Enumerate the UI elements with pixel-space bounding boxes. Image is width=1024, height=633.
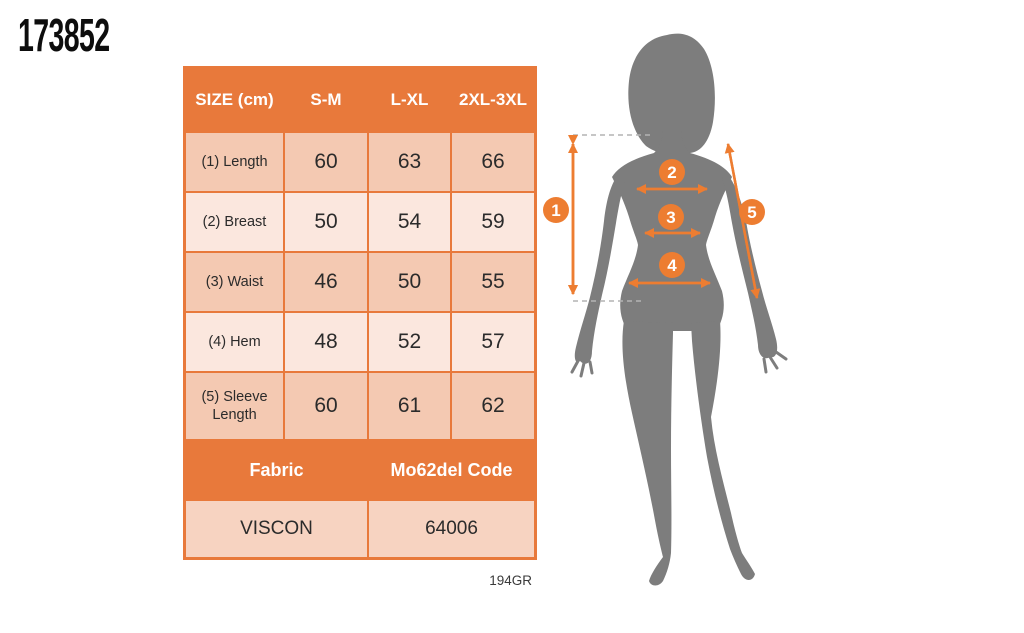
value-hem-2xl3xl: 57 [452,313,534,371]
value-length-sm: 60 [285,133,367,191]
measure-badge-1: 1 [543,197,569,223]
fabric-value: VISCON [186,501,367,557]
silhouette-left-arm [574,174,626,364]
value-length-lxl: 63 [369,133,450,191]
value-length-2xl3xl: 66 [452,133,534,191]
measure-badge-5-number: 5 [747,203,756,222]
weight-note: 194GR [489,573,532,588]
silhouette-right-leg [691,321,755,580]
row-label-hem: (4) Hem [186,313,283,371]
value-breast-lxl: 54 [369,193,450,251]
silhouette-left-leg [622,321,673,586]
row-label-length: (1) Length [186,133,283,191]
silhouette-right-arm [722,174,778,359]
measure-badge-2: 2 [659,159,685,185]
value-sleeve-lxl: 61 [369,373,450,439]
fabric-header: Fabric [186,441,367,499]
column-header-lxl: L-XL [369,69,450,131]
silhouette-head [628,33,715,154]
value-waist-sm: 46 [285,253,367,311]
measure-badge-4: 4 [659,252,685,278]
column-header-sm: S-M [285,69,367,131]
size-table: SIZE (cm) S-M L-XL 2XL-3XL (1) Length 60… [183,66,537,560]
model-code-header: Mo62del Code [369,441,534,499]
value-sleeve-2xl3xl: 62 [452,373,534,439]
model-code-value: 64006 [369,501,534,557]
measure-badge-1-number: 1 [551,201,560,220]
value-hem-sm: 48 [285,313,367,371]
value-waist-lxl: 50 [369,253,450,311]
measurement-annotations: 1 2 3 4 5 [543,134,765,302]
value-sleeve-sm: 60 [285,373,367,439]
measure-badge-3: 3 [658,204,684,230]
measure-badge-4-number: 4 [667,256,677,275]
value-waist-2xl3xl: 55 [452,253,534,311]
silhouette-fingers [570,350,788,378]
measure-badge-5: 5 [739,199,765,225]
product-id: 173852 [18,9,110,61]
value-hem-lxl: 52 [369,313,450,371]
row-label-waist: (3) Waist [186,253,283,311]
row-label-sleeve: (5) Sleeve Length [186,373,283,439]
measure-badge-3-number: 3 [666,208,675,227]
value-breast-sm: 50 [285,193,367,251]
sleeve-arrow-5-down [726,143,761,299]
measure-badge-2-number: 2 [667,163,676,182]
column-header-2xl3xl: 2XL-3XL [452,69,534,131]
row-label-breast: (2) Breast [186,193,283,251]
column-header-size: SIZE (cm) [186,69,283,131]
value-breast-2xl3xl: 59 [452,193,534,251]
